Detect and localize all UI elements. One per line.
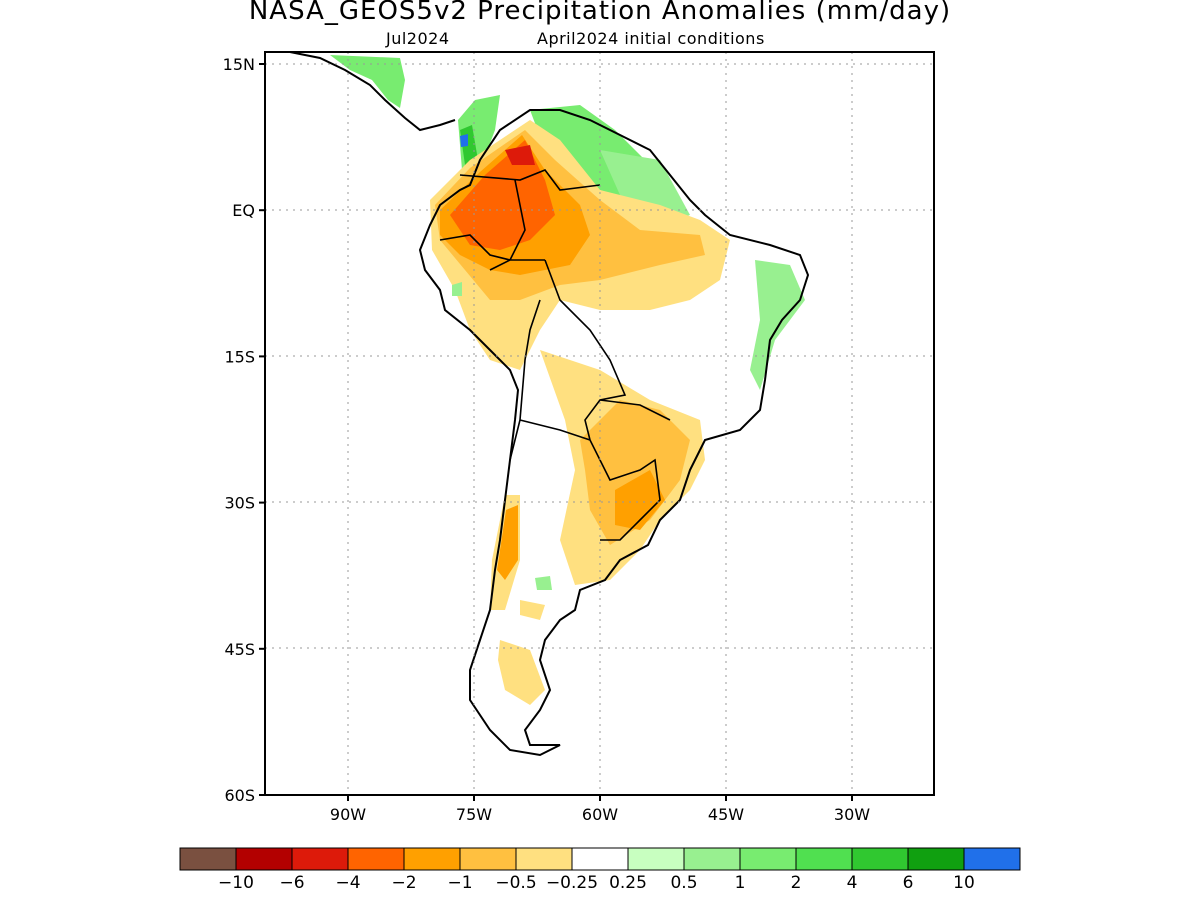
y-tick-label: 45S bbox=[224, 640, 255, 659]
colorbar-swatch bbox=[291, 847, 349, 871]
y-tick-label: 30S bbox=[224, 494, 255, 513]
coastline-south-america bbox=[418, 109, 810, 757]
colorbar: −10 −6 −4 −2 −1 −0.5 −0.25 0.25 0.5 1 2 4 6 10 bbox=[179, 847, 1021, 893]
y-tick-label: 15S bbox=[224, 347, 255, 366]
colorbar-swatch bbox=[963, 847, 1021, 871]
anomaly-amazon-red bbox=[450, 140, 555, 250]
anomaly-patagonia bbox=[498, 640, 545, 705]
anomaly-argentina-green bbox=[535, 576, 552, 590]
x-tick-label: 90W bbox=[330, 805, 366, 824]
colorbar-label: −2 bbox=[391, 873, 416, 893]
colorbar-swatch bbox=[235, 847, 293, 871]
colorbar-label: −0.5 bbox=[495, 873, 536, 893]
anomaly-nebrazil-green bbox=[750, 260, 805, 390]
colorbar-swatch bbox=[571, 847, 629, 871]
colorbar-label: −6 bbox=[279, 873, 304, 893]
anomaly-colombia-blue bbox=[460, 134, 468, 147]
colorbar-label: −10 bbox=[218, 873, 254, 893]
colorbar-label: 0.25 bbox=[609, 873, 647, 893]
colorbar-swatch bbox=[795, 847, 853, 871]
colorbar-label: −4 bbox=[335, 873, 360, 893]
map-title: NASA_GEOS5v2 Precipitation Anomalies (mm… bbox=[248, 0, 952, 26]
colorbar-label: 2 bbox=[791, 873, 802, 893]
colorbar-swatch bbox=[459, 847, 517, 871]
colorbar-swatch bbox=[347, 847, 405, 871]
colorbar-swatch bbox=[851, 847, 909, 871]
colorbar-swatch bbox=[515, 847, 573, 871]
country-borders bbox=[439, 169, 671, 541]
anomaly-ecuador-green bbox=[452, 282, 462, 296]
anomaly-central-america bbox=[330, 55, 405, 108]
subtitle-month: Jul2024 bbox=[386, 29, 450, 48]
y-axis: 15N EQ 15S 30S 45S 60S bbox=[223, 55, 265, 805]
anomaly-amazon-darkred bbox=[505, 145, 535, 165]
x-tick-label: 30W bbox=[834, 805, 870, 824]
colorbar-label: 0.5 bbox=[670, 873, 697, 893]
colorbar-swatch bbox=[627, 847, 685, 871]
colorbar-label: 4 bbox=[847, 873, 858, 893]
y-tick-label: 60S bbox=[224, 786, 255, 805]
colorbar-label: 10 bbox=[953, 873, 975, 893]
x-tick-label: 60W bbox=[582, 805, 618, 824]
subtitle-init: April2024 initial conditions bbox=[537, 29, 765, 48]
y-tick-label: EQ bbox=[232, 201, 255, 220]
anomaly-patagonia-south bbox=[520, 600, 545, 620]
colorbar-swatch bbox=[179, 847, 237, 871]
colorbar-swatch bbox=[403, 847, 461, 871]
colorbar-swatch bbox=[739, 847, 797, 871]
colorbar-label: −1 bbox=[447, 873, 472, 893]
anomaly-field bbox=[289, 52, 810, 757]
x-axis: 90W 75W 60W 45W 30W bbox=[330, 795, 870, 824]
colorbar-label: −0.25 bbox=[546, 873, 598, 893]
y-tick-label: 15N bbox=[223, 55, 255, 74]
colorbar-label: 6 bbox=[903, 873, 914, 893]
coastline-central-america bbox=[289, 52, 456, 132]
colorbar-swatch bbox=[683, 847, 741, 871]
x-tick-label: 45W bbox=[708, 805, 744, 824]
grid-lines bbox=[265, 52, 934, 795]
x-tick-label: 75W bbox=[456, 805, 492, 824]
anomaly-chile-orange bbox=[497, 505, 518, 580]
anomaly-southbrazil-deep bbox=[615, 470, 665, 530]
colorbar-label: 1 bbox=[735, 873, 746, 893]
colorbar-swatch bbox=[907, 847, 965, 871]
anomaly-guiana-light bbox=[600, 150, 690, 225]
